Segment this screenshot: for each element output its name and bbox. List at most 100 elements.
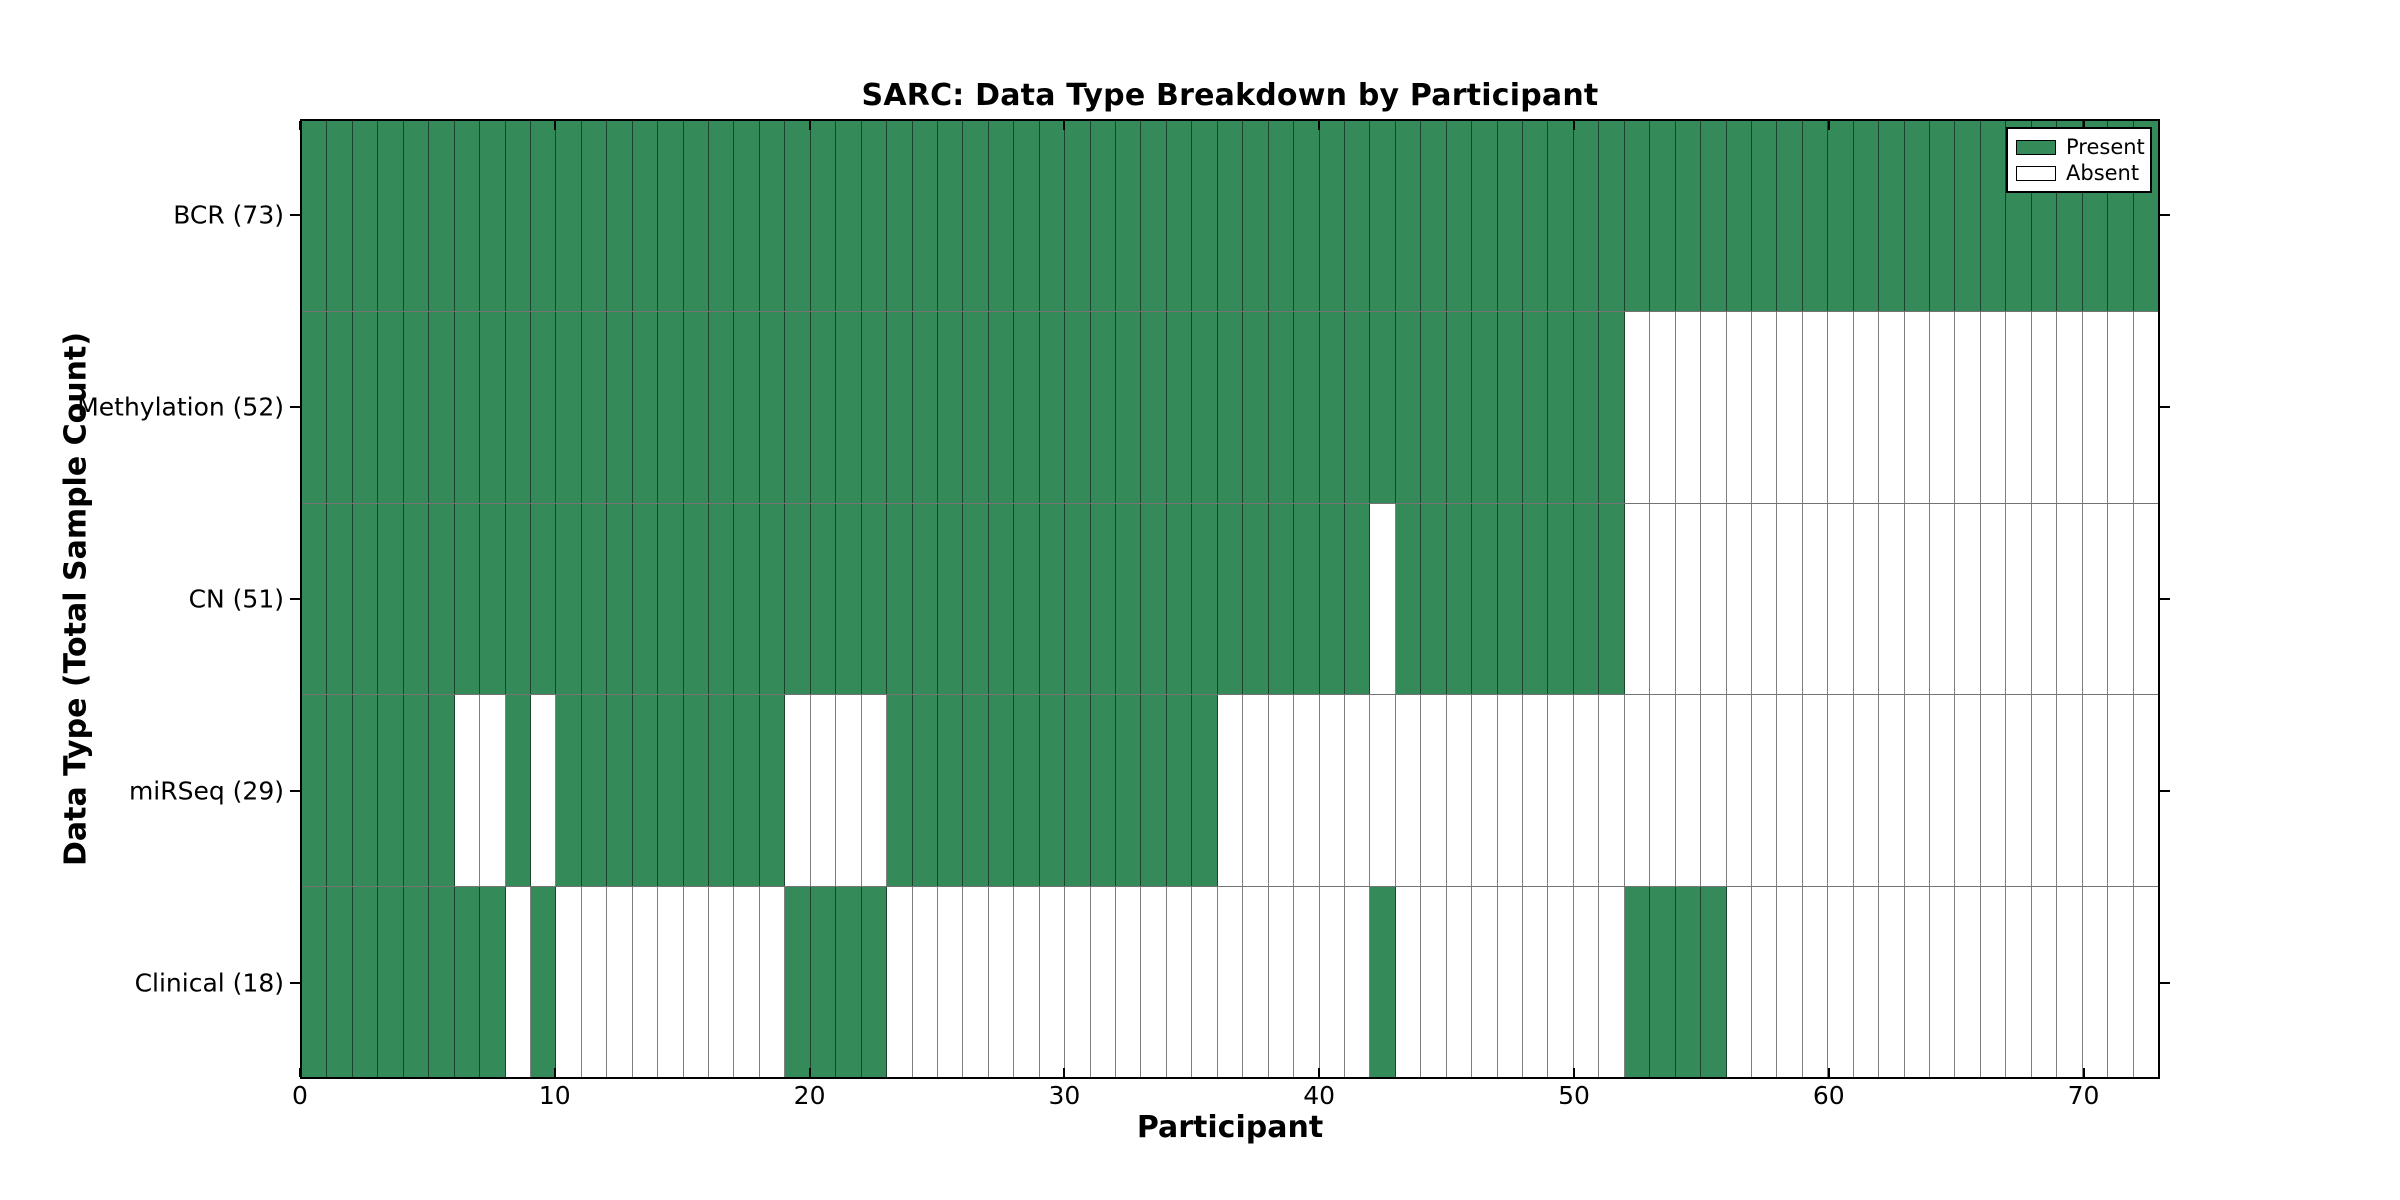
heatmap-cell-present [505, 695, 531, 886]
legend-entry-absent: Absent [2016, 160, 2142, 186]
heatmap-cell-present [785, 312, 811, 503]
heatmap-cell-absent [1294, 886, 1320, 1078]
heatmap-cell-absent [2108, 886, 2134, 1078]
heatmap-cell-present [1166, 503, 1193, 695]
heatmap-cell-present [454, 121, 481, 312]
heatmap-cell-absent [1726, 695, 1752, 886]
heatmap-cell-absent [1828, 312, 1854, 503]
heatmap-cell-present [1166, 695, 1193, 886]
heatmap-cell-present [759, 121, 786, 312]
heatmap-row [302, 121, 2158, 313]
heatmap-cell-present [1090, 121, 1116, 312]
heatmap-cell-absent [1853, 886, 1880, 1078]
heatmap-cell-present [1192, 503, 1218, 695]
heatmap-cell-absent [2133, 695, 2158, 886]
x-tick-label: 0 [292, 1081, 308, 1110]
heatmap-cell-present [1523, 312, 1549, 503]
heatmap-cell-present [1599, 312, 1625, 503]
heatmap-cell-present [709, 312, 735, 503]
absent-swatch [2016, 165, 2056, 181]
heatmap-cell-present [1701, 121, 1727, 312]
heatmap-cell-present [1599, 121, 1625, 312]
present-swatch [2016, 139, 2056, 155]
heatmap-row [302, 886, 2158, 1078]
heatmap-cell-present [530, 503, 557, 695]
y-tick-mark [2160, 214, 2170, 216]
heatmap-cell-present [1930, 121, 1956, 312]
heatmap-cell-present [963, 503, 989, 695]
heatmap-cell-absent [1548, 695, 1574, 886]
heatmap-cell-present [1116, 695, 1142, 886]
x-tick-mark [1572, 121, 1575, 130]
heatmap-cell-present [1599, 503, 1625, 695]
heatmap-cell-present [937, 695, 964, 886]
heatmap-cell-absent [1955, 503, 1981, 695]
heatmap-cell-present [963, 121, 989, 312]
heatmap-cell-present [1243, 503, 1269, 695]
heatmap-cell-present [1879, 121, 1905, 312]
heatmap-cell-absent [1268, 695, 1295, 886]
heatmap-cell-present [759, 312, 786, 503]
heatmap-cell-present [810, 886, 837, 1078]
heatmap-cell-absent [810, 695, 837, 886]
heatmap-cell-present [1116, 312, 1142, 503]
heatmap-cell-present [912, 503, 938, 695]
heatmap-cell-present [632, 695, 659, 886]
heatmap-cell-present [302, 121, 328, 312]
y-tick-mark [2160, 790, 2170, 792]
legend-present-label: Present [2066, 135, 2145, 159]
heatmap-cell-absent [1879, 503, 1905, 695]
heatmap-cell-present [1014, 503, 1040, 695]
heatmap-cell-present [1268, 312, 1295, 503]
heatmap-cell-present [658, 695, 684, 886]
y-tick-label: Methylation (52) [77, 392, 284, 422]
heatmap-cell-present [709, 695, 735, 886]
heatmap-cell-present [836, 121, 862, 312]
heatmap-cell-present [937, 503, 964, 695]
heatmap-cell-present [378, 886, 404, 1078]
heatmap-cell-absent [2108, 503, 2134, 695]
y-tick-mark [290, 598, 300, 600]
heatmap-cell-present [632, 503, 659, 695]
heatmap-cell-present [709, 121, 735, 312]
x-tick-mark [808, 121, 811, 130]
heatmap-cell-absent [1802, 503, 1829, 695]
heatmap-cell-present [1370, 312, 1396, 503]
heatmap-cell-present [556, 503, 582, 695]
heatmap-cell-present [1192, 312, 1218, 503]
heatmap-cell-present [1014, 695, 1040, 886]
heatmap-cell-present [1065, 121, 1091, 312]
heatmap-cell-present [1268, 503, 1295, 695]
heatmap-cell-absent [1599, 886, 1625, 1078]
heatmap-cell-absent [1879, 312, 1905, 503]
heatmap-cell-present [1497, 312, 1523, 503]
y-tick-mark [290, 406, 300, 408]
x-tick-mark [2082, 121, 2085, 130]
heatmap-cell-present [988, 121, 1015, 312]
heatmap-cell-absent [1446, 695, 1473, 886]
heatmap-cell-present [1166, 312, 1193, 503]
heatmap-cell-present [988, 503, 1015, 695]
heatmap-cell-present [1472, 503, 1498, 695]
heatmap-cell-present [1446, 312, 1473, 503]
heatmap-cell-absent [1192, 886, 1218, 1078]
heatmap-cell-present [1523, 503, 1549, 695]
plot-area [300, 119, 2160, 1079]
heatmap-cell-absent [1726, 503, 1752, 695]
heatmap-cell-present [1065, 312, 1091, 503]
heatmap-cell-present [1319, 503, 1345, 695]
heatmap-cell-absent [1930, 503, 1956, 695]
heatmap-cell-present [607, 312, 633, 503]
heatmap-cell-present [454, 503, 481, 695]
heatmap-cell-absent [1370, 695, 1396, 886]
heatmap-cell-absent [1726, 886, 1752, 1078]
heatmap-cell-absent [1243, 695, 1269, 886]
heatmap-cell-present [378, 695, 404, 886]
x-tick-mark [553, 121, 556, 130]
heatmap-cell-absent [785, 695, 811, 886]
heatmap-cell-absent [1624, 312, 1651, 503]
heatmap-cell-present [1090, 695, 1116, 886]
heatmap-cell-present [352, 695, 379, 886]
heatmap-cell-absent [2082, 695, 2109, 886]
